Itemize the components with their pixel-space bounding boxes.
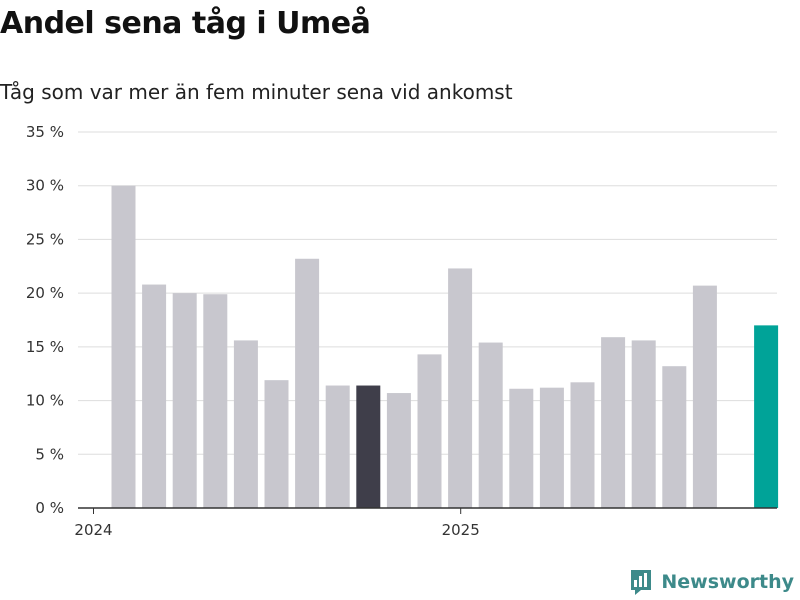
bar-2024-04: [203, 294, 228, 508]
bar-2024-06: [264, 380, 289, 508]
y-tick-label: 5 %: [35, 445, 64, 463]
bar-2024-11: [417, 354, 442, 508]
bar-2025-07: [662, 366, 687, 508]
bar-2024-02: [142, 284, 167, 508]
bar-2025-03: [539, 387, 564, 508]
y-tick-label: 25 %: [26, 230, 64, 248]
newsworthy-chart-icon: [631, 570, 652, 595]
x-tick-label: 2025: [442, 521, 480, 539]
bar-2024-09: [356, 385, 381, 508]
y-tick-label: 10 %: [26, 392, 64, 410]
y-axis-ticks: 0 % 5 % 10 % 15 % 20 % 25 % 30 % 35 %: [26, 123, 64, 517]
newsworthy-logo: Newsworthy: [629, 568, 794, 596]
bars: [111, 185, 779, 508]
y-tick-label: 0 %: [35, 499, 64, 517]
logo-text: Newsworthy: [661, 571, 794, 593]
bar-2024-08: [325, 385, 350, 508]
bar-2025-08: [692, 285, 717, 508]
bar-2024-10: [386, 393, 411, 508]
y-tick-label: 15 %: [26, 338, 64, 356]
bar-2025-05: [601, 337, 626, 508]
y-tick-label: 30 %: [26, 177, 64, 195]
bar-chart: 0 % 5 % 10 % 15 % 20 % 25 % 30 % 35 % 2024 2025: [26, 123, 779, 539]
y-tick-label: 35 %: [26, 123, 64, 141]
bar-2024-12: [448, 268, 473, 508]
x-axis-ticks: 2024 2025: [74, 508, 480, 539]
y-tick-label: 20 %: [26, 284, 64, 302]
chart-title: Andel sena tåg i Umeå: [0, 6, 371, 41]
bar-2024-01: [111, 185, 136, 508]
bar-2024-03: [172, 293, 197, 508]
bar-2024-07: [295, 258, 320, 508]
bar-2025-04: [570, 382, 595, 508]
bar-2024-05: [233, 340, 258, 508]
chart-subtitle: Tåg som var mer än fem minuter sena vid …: [0, 80, 513, 104]
bar-2025-06: [631, 340, 656, 508]
bar-2025-01: [478, 342, 503, 508]
x-tick-label: 2024: [74, 521, 112, 539]
bar-2025-02: [509, 388, 534, 508]
bar-2025-10: [754, 325, 779, 508]
